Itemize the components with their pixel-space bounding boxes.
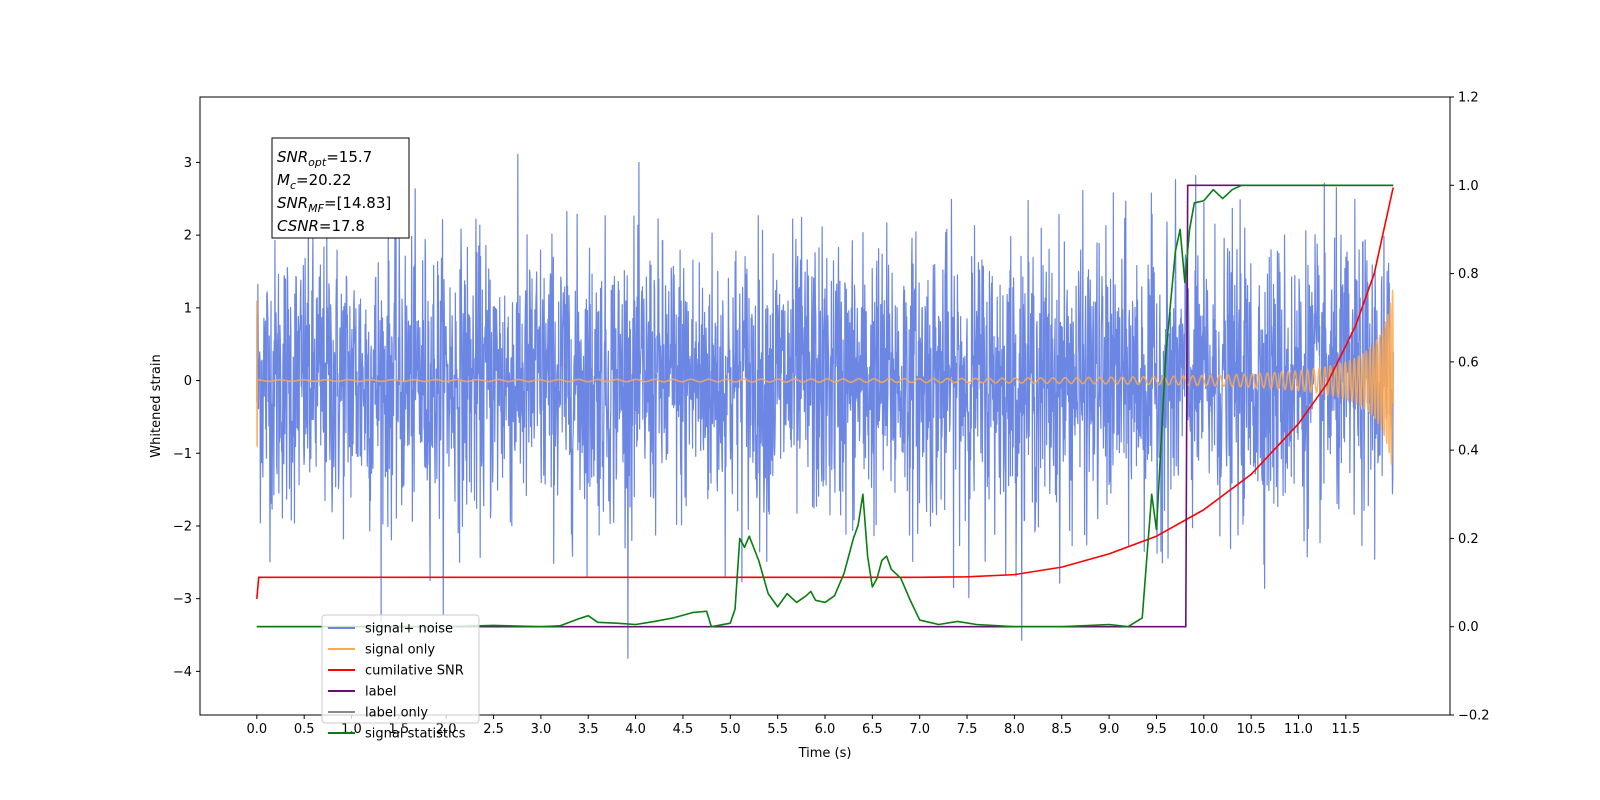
- y-left-tick-label-7: −4: [173, 665, 192, 680]
- y-right-tick-label-2: 0.8: [1458, 267, 1479, 282]
- x-tick-label-12: 6.0: [815, 722, 836, 737]
- y-right-tick-label-5: 0.2: [1458, 532, 1479, 547]
- legend-items: signal+ noise signal only cumilative SNR la…: [328, 622, 466, 742]
- y-left-tick-label-3: 0: [184, 374, 192, 389]
- x-tick-label-3: 1.5: [389, 722, 410, 737]
- x-tick-label-0: 0.0: [246, 722, 267, 737]
- x-tick-label-9: 4.5: [673, 722, 694, 737]
- x-tick-label-10: 5.0: [720, 722, 741, 737]
- legend-entry-2: cumilative SNR: [365, 664, 464, 679]
- y-left-tick-label-5: −2: [173, 519, 192, 534]
- x-tick-label-8: 4.0: [625, 722, 646, 737]
- y-axis-label: Whitened strain: [149, 354, 164, 457]
- x-tick-label-19: 9.5: [1146, 722, 1167, 737]
- x-tick-label-17: 8.5: [1051, 722, 1072, 737]
- plot-area: [256, 153, 1394, 659]
- x-tick-label-6: 3.0: [531, 722, 552, 737]
- x-tick-label-18: 9.0: [1099, 722, 1120, 737]
- x-axis: 0.0 0.5 1.0 1.5 2.0 2.5 3.0 3.5 4.0 4.5 5.0 5.5 6.0 6…: [246, 715, 1360, 737]
- series-line-0: [256, 153, 1394, 659]
- legend-entry-5: signal statistics: [365, 727, 466, 742]
- x-tick-label-5: 2.5: [483, 722, 504, 737]
- annotation-line-3: CSNR=17.8: [277, 217, 365, 235]
- legend-frame: [321, 614, 480, 724]
- x-tick-label-16: 8.0: [1004, 722, 1025, 737]
- y-left-tick-label-4: −1: [173, 447, 192, 462]
- y-axis-right: 1.2 1.0 0.8 0.6 0.4 0.2 0.0 −0.2: [1450, 91, 1490, 724]
- y-right-tick-label-6: 0.0: [1458, 620, 1479, 635]
- x-tick-label-4: 2.0: [436, 722, 457, 737]
- x-tick-label-22: 11.0: [1284, 722, 1313, 737]
- x-axis-label: Time (s): [798, 746, 852, 761]
- y-right-tick-label-1: 1.0: [1458, 179, 1479, 194]
- y-axis-left: 3 2 1 0 −1 −2 −3 −4: [173, 156, 200, 680]
- y-right-tick-label-0: 1.2: [1458, 91, 1479, 106]
- annotation-line-0: SNRopt=15.7: [277, 148, 372, 169]
- x-tick-label-15: 7.5: [957, 722, 978, 737]
- x-tick-label-2: 1.0: [341, 722, 362, 737]
- y-right-tick-label-3: 0.6: [1458, 355, 1479, 370]
- x-tick-label-21: 10.5: [1237, 722, 1266, 737]
- annotation-frame: [271, 137, 410, 239]
- series-line-1: [256, 289, 1394, 465]
- legend-entry-4: label only: [365, 706, 428, 721]
- series-line-5: [256, 184, 1394, 628]
- y-left-tick-label-2: 1: [184, 301, 192, 316]
- x-tick-label-7: 3.5: [578, 722, 599, 737]
- legend-entry-0: signal+ noise: [365, 622, 453, 637]
- x-tick-label-23: 11.5: [1331, 722, 1360, 737]
- x-tick-label-1: 0.5: [294, 722, 315, 737]
- y-left-tick-label-1: 2: [184, 229, 192, 244]
- y-left-tick-label-0: 3: [184, 156, 192, 171]
- x-tick-label-11: 5.5: [767, 722, 788, 737]
- x-tick-label-13: 6.5: [862, 722, 883, 737]
- annotation-line-1: Mc=20.22: [277, 171, 352, 192]
- y-right-tick-label-7: −0.2: [1458, 709, 1490, 724]
- x-tick-label-20: 10.0: [1189, 722, 1218, 737]
- y-left-tick-label-6: −3: [173, 592, 192, 607]
- legend: signal+ noise signal only cumilative SNR la…: [321, 614, 480, 742]
- legend-entry-3: label: [365, 685, 396, 700]
- annotation-line-2: SNRMF=[14.83]: [277, 194, 391, 215]
- x-tick-label-14: 7.0: [909, 722, 930, 737]
- legend-entry-1: signal only: [365, 643, 435, 658]
- series-line-2: [256, 187, 1394, 599]
- y-right-tick-label-4: 0.4: [1458, 444, 1479, 459]
